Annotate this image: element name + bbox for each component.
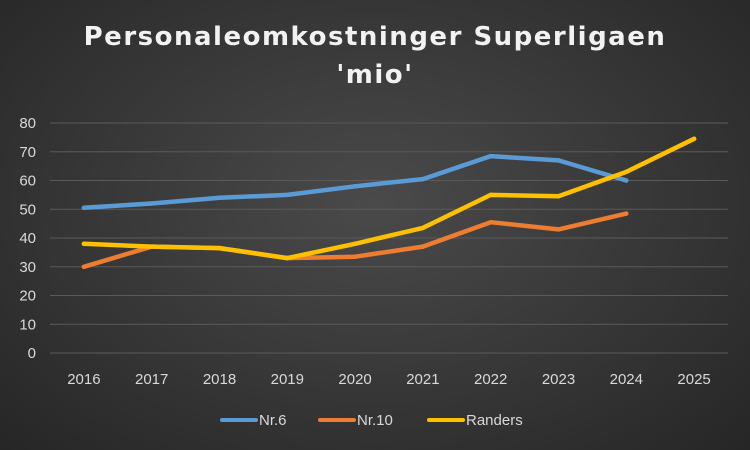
data-point	[556, 227, 561, 232]
y-tick-label: 30	[19, 259, 36, 276]
data-point	[352, 184, 358, 189]
data-point	[352, 254, 358, 259]
x-tick-label: 2018	[203, 371, 236, 388]
data-point	[556, 158, 561, 163]
data-point	[488, 219, 493, 225]
data-point	[217, 245, 222, 251]
data-point	[420, 244, 426, 249]
y-tick-label: 20	[19, 288, 36, 305]
data-point	[352, 241, 358, 246]
y-tick-label: 40	[19, 230, 36, 247]
series-lines	[81, 136, 697, 270]
y-tick-label: 70	[19, 144, 36, 161]
chart-subtitle: 'mio'	[336, 60, 414, 90]
legend-label: Nr.10	[357, 412, 393, 429]
series-line-nr-6	[81, 153, 629, 211]
data-point	[624, 178, 629, 183]
y-axis-ticks: 0 10 20 30 40 50 60 70 80	[19, 115, 36, 362]
data-point	[624, 169, 629, 175]
data-point	[81, 205, 87, 211]
data-point	[285, 255, 290, 261]
y-tick-label: 0	[28, 345, 36, 362]
data-point	[488, 153, 493, 159]
chart-title: Personaleomkostninger Superligaen 'mio'	[0, 18, 750, 94]
data-point	[420, 225, 426, 231]
x-tick-label: 2016	[67, 371, 100, 388]
data-point	[624, 211, 629, 216]
x-tick-label: 2025	[677, 371, 710, 388]
data-point	[691, 136, 697, 142]
x-tick-label: 2021	[406, 371, 439, 388]
x-tick-label: 2024	[610, 371, 643, 388]
series-line-randers	[81, 136, 697, 261]
x-tick-label: 2022	[474, 371, 507, 388]
x-tick-label: 2019	[271, 371, 304, 388]
data-point	[488, 192, 493, 198]
x-tick-label: 2023	[542, 371, 575, 388]
x-tick-label: 2017	[135, 371, 168, 388]
y-tick-label: 60	[19, 173, 36, 190]
data-point	[149, 201, 154, 206]
data-point	[420, 176, 426, 182]
legend-label: Randers	[466, 412, 523, 429]
y-tick-label: 50	[19, 201, 36, 218]
data-point	[81, 264, 87, 269]
data-point	[217, 195, 222, 200]
data-point	[556, 194, 561, 199]
y-tick-label: 10	[19, 316, 36, 333]
data-point	[149, 244, 154, 249]
x-axis-ticks: 2016 2017 2018 2019 2020 2021 2022 2023 2024 2025	[67, 371, 711, 388]
data-point	[285, 192, 290, 198]
chart-title-main: Personaleomkostninger Superligaen	[83, 22, 667, 52]
data-point	[81, 241, 87, 246]
y-tick-label: 80	[19, 115, 36, 132]
x-tick-label: 2020	[338, 371, 371, 388]
legend-label: Nr.6	[259, 412, 287, 429]
legend: Nr.6 Nr.10 Randers	[220, 412, 523, 429]
